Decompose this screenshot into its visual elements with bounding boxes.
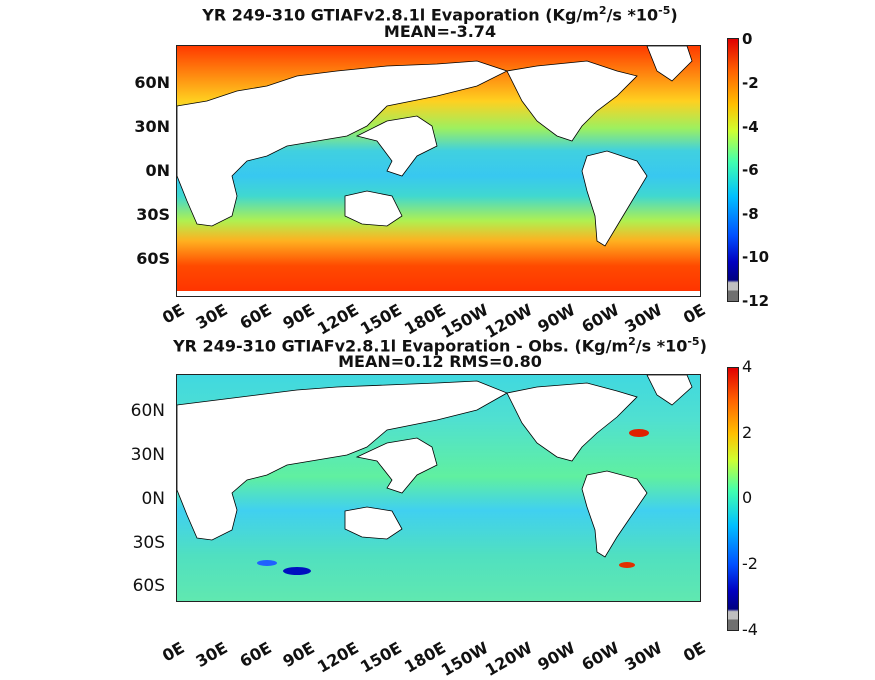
lat-label: 30S (132, 533, 165, 553)
colorbar-tick: 2 (742, 423, 753, 442)
lon-label: 90W (534, 638, 579, 675)
panel1-title: YR 249-310 GTIAFv2.8.1l Evaporation (Kg/… (202, 4, 678, 25)
colorbar-1 (727, 38, 739, 302)
lat-label: 0N (145, 161, 170, 180)
colorbar-tick: -2 (742, 554, 758, 573)
lon-label: 60E (236, 638, 275, 672)
colorbar-tick: -4 (742, 620, 758, 639)
lon-label: 60W (578, 300, 623, 337)
lat-label: 60S (136, 249, 170, 268)
lon-label: 0E (158, 300, 188, 328)
colorbar-tick: 0 (742, 30, 753, 48)
lon-label: 60E (236, 300, 275, 334)
lon-label: 120E (313, 638, 362, 677)
lon-label: 150W (437, 638, 492, 680)
panel2-subtitle: MEAN=0.12 RMS=0.80 (338, 352, 542, 371)
colorbar-tick: -10 (742, 248, 770, 266)
lon-label: 90W (534, 300, 579, 337)
colorbar-tick: 0 (742, 488, 753, 507)
lat-label: 30N (130, 445, 165, 465)
colorbar-tick: -8 (742, 205, 759, 223)
lon-label: 30E (192, 638, 231, 672)
lat-label: 30S (136, 205, 170, 224)
lon-label: 30W (621, 300, 666, 337)
evaporation-map (176, 45, 701, 297)
lon-label: 30W (621, 638, 666, 675)
lat-label: 0N (141, 489, 165, 509)
land-mask (177, 375, 693, 575)
lon-label: 120W (481, 638, 536, 680)
colorbar-tick: -12 (742, 292, 770, 310)
panel1-subtitle: MEAN=-3.74 (383, 22, 497, 41)
panel2-title: YR 249-310 GTIAFv2.8.1l Evaporation - Ob… (173, 335, 707, 356)
colorbar-tick: 4 (742, 357, 753, 376)
colorbar-2 (727, 367, 739, 631)
colorbar-tick: -6 (742, 161, 759, 179)
lat-label: 30N (134, 117, 170, 136)
lon-label: 30E (192, 300, 231, 334)
lon-label: 0E (158, 638, 188, 666)
lat-label: 60N (130, 401, 165, 421)
lon-label: 0E (679, 300, 709, 328)
lat-label: 60N (134, 73, 170, 92)
lon-label: 0E (679, 638, 709, 666)
lon-label: 90E (279, 638, 318, 672)
evaporation-bias-map (176, 374, 701, 602)
colorbar-tick: -2 (742, 74, 759, 92)
lon-label: 150E (356, 638, 405, 677)
land-mask (177, 46, 700, 296)
lon-label: 90E (279, 300, 318, 334)
lon-label: 60W (578, 638, 623, 675)
colorbar-tick: -4 (742, 118, 759, 136)
lat-label: 60S (132, 576, 165, 596)
